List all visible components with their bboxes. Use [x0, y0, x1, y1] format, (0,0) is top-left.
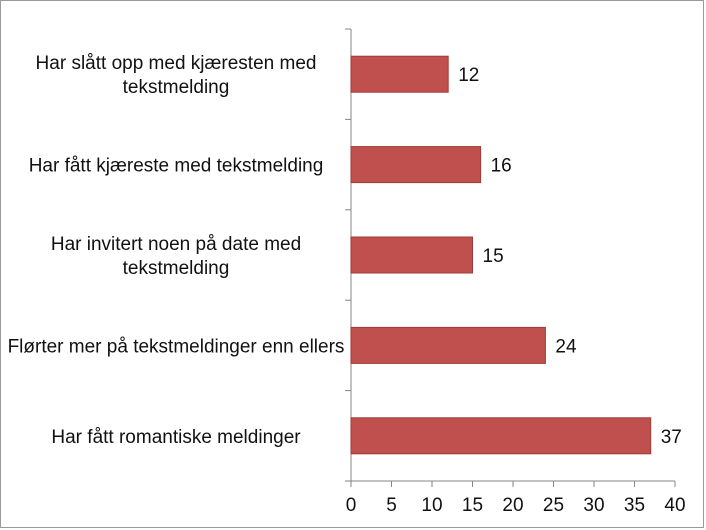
bar	[350, 236, 473, 274]
data-label: 12	[458, 65, 479, 86]
bar	[350, 326, 546, 364]
category-label: Har invitert noen på date med tekstmeldin…	[51, 234, 301, 279]
x-tick-label: 5	[386, 495, 397, 516]
bar	[350, 417, 652, 455]
x-tick-label: 0	[346, 495, 357, 516]
x-tick-label: 15	[462, 495, 483, 516]
x-tick-label: 30	[583, 495, 604, 516]
axes: 0 5 10 15 20 25 30 35 40	[345, 28, 686, 516]
bars	[350, 55, 652, 455]
data-label: 24	[555, 336, 577, 357]
x-tick-label: 10	[421, 495, 442, 516]
x-tick-label: 40	[664, 495, 685, 516]
category-label: Flørter mer på tekstmeldinger enn ellers	[8, 336, 345, 357]
x-tick-label: 35	[624, 495, 645, 516]
category-label: Har fått kjæreste med tekstmelding	[29, 156, 324, 177]
labels: 12 Har slått opp med kjæresten med tekstme…	[8, 53, 682, 448]
data-label: 16	[491, 156, 512, 177]
category-label: Har slått opp med kjæresten med tekstmeld…	[36, 53, 317, 98]
data-label: 37	[661, 427, 682, 448]
bar	[350, 55, 449, 93]
x-tick-label: 20	[502, 495, 523, 516]
data-label: 15	[483, 246, 504, 267]
category-label: Har fått romantiske meldinger	[51, 427, 301, 448]
bar	[350, 146, 482, 184]
x-tick-label: 25	[543, 495, 564, 516]
